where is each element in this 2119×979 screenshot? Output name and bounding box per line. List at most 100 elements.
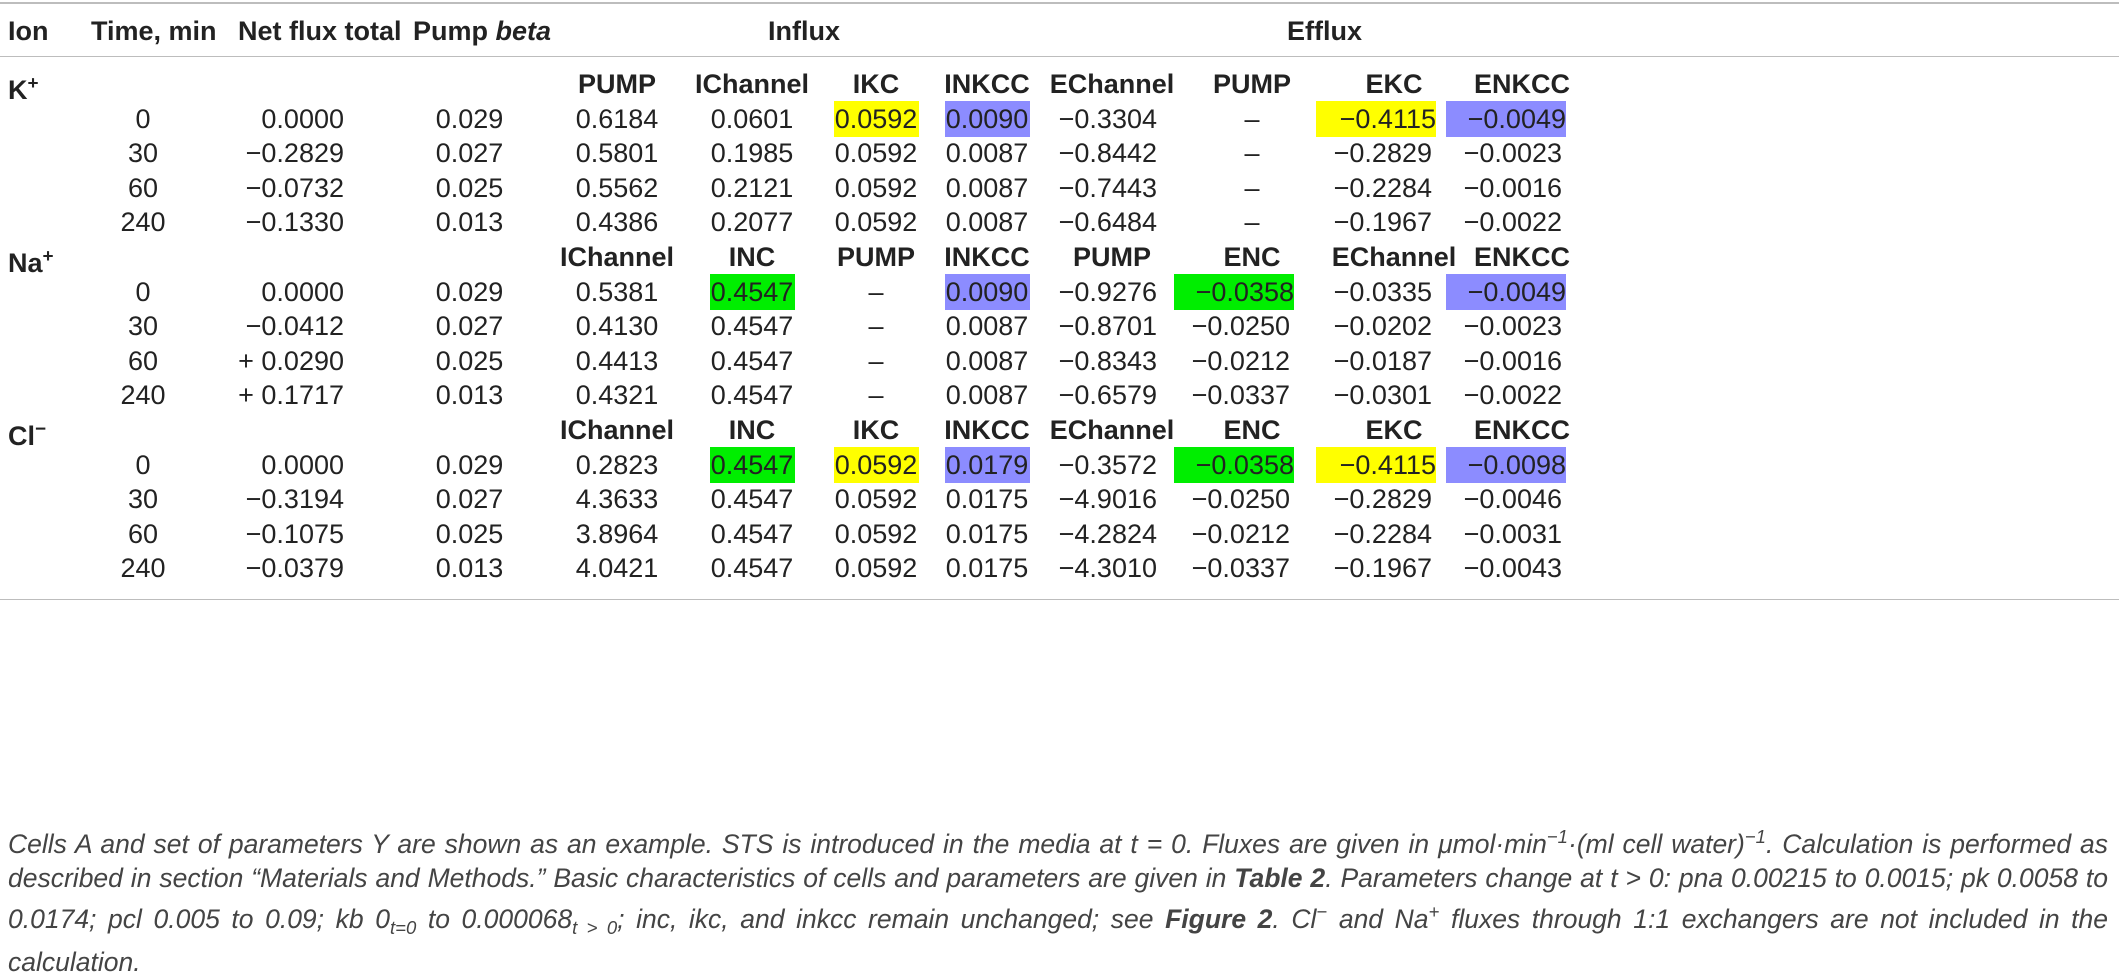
highlighted-value-cell: 0.0592 [833,101,919,137]
net-flux-cell: −0.0412 [245,311,344,341]
highlighted-value-cell: 0.0592 [833,447,919,483]
time-cell: 60 [127,346,159,376]
caption-text-2: mol·min [1452,828,1547,859]
net-flux-cell: 0.0000 [261,450,344,480]
section-header-row: Cl− IChannel INC IKC INKCC EChannel ENC EKC ENKC… [0,412,2119,451]
table-row: 0 0.0000 0.029 0.5381 0.4547 – 0.0090 −0.9276 −0… [0,274,2119,310]
value-cell: −0.0301 [1333,380,1432,410]
caption-figure-ref: Figure 2 [1165,903,1273,934]
highlighted-value-cell: −0.4115 [1316,447,1436,483]
pump-beta-cell: 0.027 [435,138,504,168]
column-label: IChannel [694,69,809,99]
ion-symbol: Na [8,248,43,278]
value-cell: −0.1967 [1333,553,1432,583]
column-label: PUMP [1072,242,1151,272]
value-cell: 3.8964 [575,519,659,549]
value-cell: −0.0212 [1191,519,1290,549]
column-label: INC [728,242,776,272]
value-cell: 0.4547 [710,311,794,341]
pump-beta-cell: 0.025 [435,173,504,203]
value-cell: −4.3010 [1058,553,1157,583]
column-label: EChannel [1049,69,1175,99]
value-cell: −0.8701 [1058,311,1157,341]
header-efflux: Efflux [1287,16,1363,46]
caption-text-6: to 0.000068 [416,903,573,934]
caption-text-8: . Cl [1272,903,1317,934]
value-cell: 0.0175 [945,519,1029,549]
value-cell: −0.1967 [1333,207,1432,237]
value-cell: 0.5381 [575,277,659,307]
caption-text-1: Cells A and set of parameters Y are show… [8,828,1439,859]
time-cell: 240 [120,207,166,237]
empty-value-cell: – [1244,104,1260,134]
time-cell: 30 [127,138,159,168]
value-cell: −0.2284 [1333,519,1432,549]
ion-label: Cl− [8,412,47,451]
value-cell: 0.0592 [834,207,918,237]
value-cell: 0.0592 [834,484,918,514]
table-caption: Cells A and set of parameters Y are show… [8,820,2108,979]
value-cell: −0.0187 [1333,346,1432,376]
value-cell: 0.1985 [710,138,794,168]
value-cell: −4.2824 [1058,519,1157,549]
value-cell: −0.0335 [1333,277,1432,307]
value-cell: −0.0250 [1191,484,1290,514]
header-net-flux: Net flux total [238,16,402,46]
highlighted-value-cell: −0.0358 [1174,447,1294,483]
value-cell: 0.0592 [834,173,918,203]
caption-text-4: . Calculation is performed as described … [8,828,2108,893]
empty-value-cell: – [868,277,884,307]
net-flux-cell: 0.0000 [261,277,344,307]
value-cell: −0.0023 [1463,138,1562,168]
caption-text-5: . Parameters change at t > 0: pna 0.0021… [8,862,2108,934]
value-cell: −0.0043 [1463,553,1562,583]
value-cell: −0.2829 [1333,484,1432,514]
net-flux-cell: −0.0732 [245,173,344,203]
value-cell: 0.4547 [710,553,794,583]
table-row: 0 0.0000 0.029 0.2823 0.4547 0.0592 0.0179 −0.3… [0,447,2119,483]
column-label: PUMP [1212,69,1291,99]
table-row: 240 + 0.1717 0.013 0.4321 0.4547 – 0.0087 −0.65… [0,377,2119,413]
net-flux-cell: −0.2829 [245,138,344,168]
table-row: 30 −0.2829 0.027 0.5801 0.1985 0.0592 0.0087 −0… [0,135,2119,171]
empty-value-cell: – [1244,207,1260,237]
caption-sup-cl: − [1316,900,1328,922]
net-flux-cell: + 0.0290 [238,346,344,376]
header-rule [0,56,2119,57]
value-cell: −0.3572 [1058,450,1157,480]
value-cell: 0.2121 [710,173,794,203]
highlighted-value-cell: 0.4547 [709,447,795,483]
column-label: INKCC [944,242,1030,272]
ion-charge: − [35,419,47,440]
highlighted-value-cell: 0.0090 [944,274,1030,310]
table-header-row: Ion Time, min Net flux total Pump beta I… [0,8,2119,54]
value-cell: 0.0087 [945,380,1029,410]
value-cell: −0.0250 [1191,311,1290,341]
pump-beta-cell: 0.013 [435,207,504,237]
column-label: ENC [1223,415,1281,445]
value-cell: 0.4547 [710,484,794,514]
pump-beta-cell: 0.029 [435,104,504,134]
highlighted-value-cell: 0.0090 [944,101,1030,137]
table-row: 30 −0.3194 0.027 4.3633 0.4547 0.0592 0.0175 −4… [0,481,2119,517]
value-cell: −0.9276 [1058,277,1157,307]
highlighted-value-cell: −0.0098 [1446,447,1566,483]
pump-beta-cell: 0.029 [435,277,504,307]
caption-exp-1: −1 [1546,826,1568,847]
time-cell: 240 [120,380,166,410]
value-cell: 0.6184 [575,104,659,134]
value-cell: −0.8442 [1058,138,1157,168]
value-cell: −0.0023 [1463,311,1562,341]
caption-sub-1: t=0 [389,916,417,938]
column-label: PUMP [577,69,656,99]
value-cell: −0.3304 [1058,104,1157,134]
header-time: Time, min [91,16,217,46]
value-cell: 0.4547 [710,346,794,376]
value-cell: −4.9016 [1058,484,1157,514]
value-cell: −0.2829 [1333,138,1432,168]
net-flux-cell: −0.1330 [245,207,344,237]
section-header-row: Na+ IChannel INC PUMP INKCC PUMP ENC EChannel EN… [0,239,2119,278]
empty-value-cell: – [868,346,884,376]
highlighted-value-cell: 0.4547 [709,274,795,310]
ion-label: K+ [8,66,39,105]
